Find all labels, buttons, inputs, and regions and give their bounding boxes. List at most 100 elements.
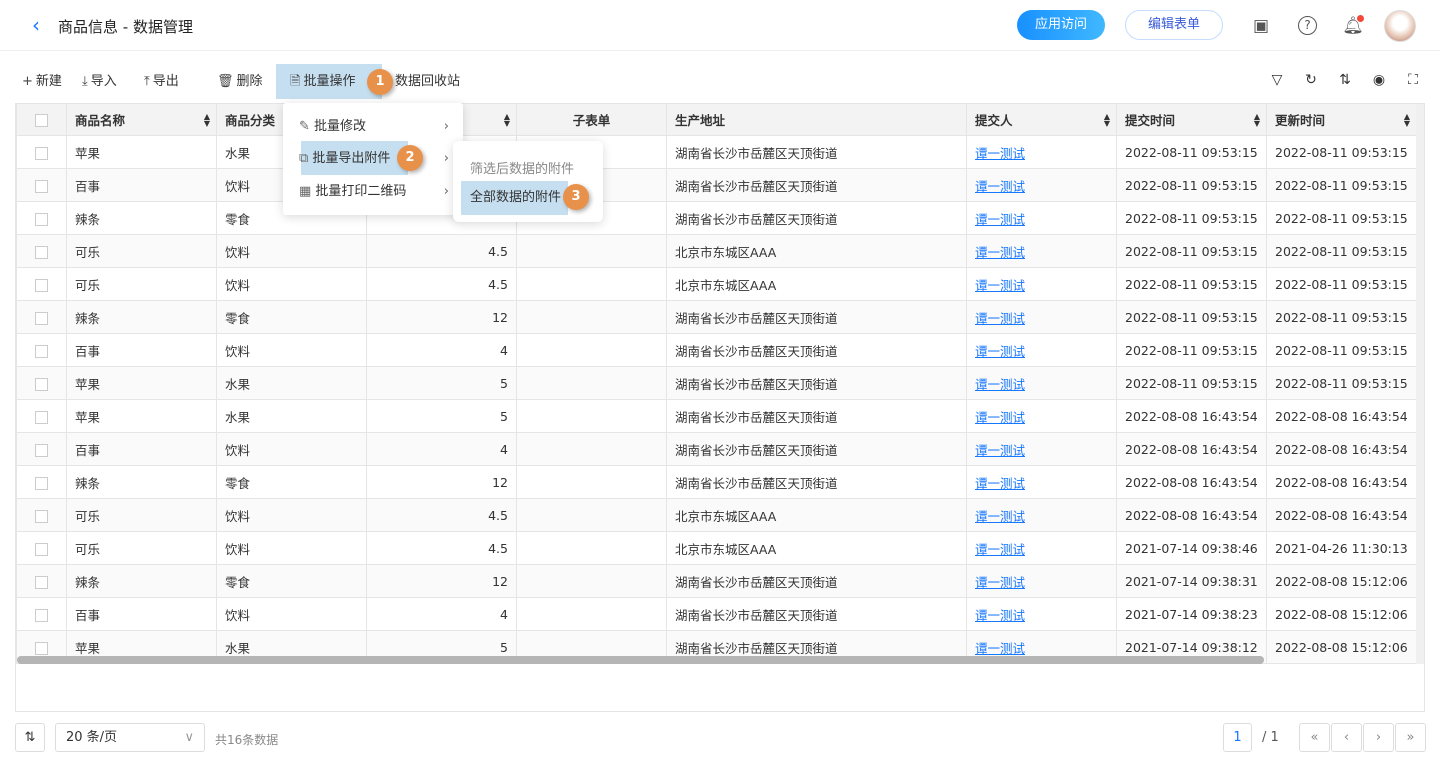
column-header[interactable]: 子表单	[516, 103, 667, 136]
menu-item-batch-print-qrcode[interactable]: ▦ 批量打印二维码 ›	[299, 175, 449, 208]
table-row[interactable]: 辣条 零食 12 湖南省长沙市岳麓区天顶街道 谭一测试 2022-08-11 09:53:…	[16, 300, 1417, 334]
sort-icon[interactable]: ▲▼	[1253, 112, 1260, 128]
table-row[interactable]: 辣条 零食 12 湖南省长沙市岳麓区天顶街道 谭一测试 2021-07-14 09:38:…	[16, 564, 1417, 598]
column-header[interactable]: 生产地址	[666, 103, 967, 136]
table-row[interactable]: 可乐 饮料 4.5 北京市东城区AAA 谭一测试 2021-07-14 09:38:46 2…	[16, 531, 1417, 565]
table-row[interactable]: 可乐 饮料 4.5 北京市东城区AAA 谭一测试 2022-08-11 09:53:15 2…	[16, 234, 1417, 268]
back-icon[interactable]: ‹	[32, 13, 40, 37]
submenu-item-all[interactable]: 全部数据的附件	[461, 181, 568, 215]
new-button[interactable]: + 新建	[22, 74, 62, 89]
export-button[interactable]: ⤒ 导出	[144, 74, 179, 89]
row-checkbox[interactable]	[35, 344, 48, 358]
table-cell[interactable]: 谭一测试	[966, 399, 1117, 433]
import-button[interactable]: ⤓ 导入	[82, 74, 117, 89]
table-cell[interactable]: 谭一测试	[966, 465, 1117, 499]
table-row[interactable]: 百事 饮料 4 湖南省长沙市岳麓区天顶街道 谭一测试 2022-08-11 09:53:1…	[16, 333, 1417, 367]
table-cell[interactable]: 谭一测试	[966, 267, 1117, 301]
sort-icon[interactable]: ▲▼	[1403, 112, 1410, 128]
table-cell[interactable]: 谭一测试	[966, 300, 1117, 334]
table-row[interactable]: 百事 饮料 4 湖南省长沙市岳麓区天顶街道 谭一测试 2021-07-14 09:38:2…	[16, 597, 1417, 631]
row-checkbox[interactable]	[35, 608, 48, 622]
refresh-icon[interactable]: ↻	[1305, 72, 1317, 88]
table-cell: 2022-08-11 09:53:15	[1116, 333, 1267, 367]
submenu-item-filtered[interactable]: 筛选后数据的附件	[470, 162, 575, 177]
sort-icon[interactable]: ▲▼	[503, 112, 510, 128]
row-checkbox[interactable]	[35, 575, 48, 589]
row-checkbox[interactable]	[35, 377, 48, 391]
last-page-button[interactable]: »	[1395, 723, 1426, 752]
qrcode-icon: ▦	[299, 184, 316, 199]
table-cell[interactable]: 谭一测试	[966, 432, 1117, 466]
table-cell[interactable]: 谭一测试	[966, 564, 1117, 598]
table-row[interactable]: 辣条 零食 12 湖南省长沙市岳麓区天顶街道 谭一测试 2022-08-08 16:43:…	[16, 465, 1417, 499]
contacts-icon[interactable]: ▣	[1252, 16, 1270, 36]
sort-icon[interactable]: ▲▼	[1103, 112, 1110, 128]
row-checkbox[interactable]	[35, 212, 48, 226]
horizontal-scrollbar[interactable]	[17, 656, 1264, 664]
row-checkbox[interactable]	[35, 179, 48, 193]
select-all-checkbox[interactable]	[16, 103, 67, 136]
table-cell[interactable]: 谭一测试	[966, 201, 1117, 235]
table-cell[interactable]: 谭一测试	[966, 333, 1117, 367]
help-icon[interactable]: ?	[1298, 16, 1317, 35]
next-page-button[interactable]: ›	[1363, 723, 1394, 752]
app-access-button[interactable]: 应用访问	[1017, 10, 1105, 40]
fullscreen-icon[interactable]: ⛶	[1408, 72, 1418, 88]
table-row[interactable]: 苹果 水果 湖南省长沙市岳麓区天顶街道 谭一测试 2022-08-11 09:53:15…	[16, 135, 1417, 169]
column-header[interactable]: 提交人 ▲ ▼	[966, 103, 1117, 136]
table-cell: 2022-08-11 09:53:15	[1266, 300, 1417, 334]
table-row[interactable]: 可乐 饮料 4.5 北京市东城区AAA 谭一测试 2022-08-11 09:53:15 2…	[16, 267, 1417, 301]
row-checkbox[interactable]	[35, 245, 48, 259]
row-checkbox[interactable]	[35, 443, 48, 457]
page-size-select[interactable]: 20 条/页 ∨	[55, 723, 205, 752]
table-row[interactable]: 百事 饮料 4 湖南省长沙市岳麓区天顶街道 谭一测试 2022-08-08 16:43:5…	[16, 432, 1417, 466]
table-cell[interactable]: 谭一测试	[966, 531, 1117, 565]
row-checkbox[interactable]	[35, 476, 48, 490]
vertical-scrollbar[interactable]	[1416, 104, 1424, 664]
filter-icon[interactable]: ▽	[1271, 72, 1283, 88]
eye-icon[interactable]: ◉	[1372, 72, 1386, 88]
recycle-bin-button[interactable]: 数据回收站	[395, 74, 461, 89]
row-checkbox[interactable]	[35, 278, 48, 292]
column-header[interactable]: 提交时间 ▲ ▼	[1116, 103, 1267, 136]
table-cell[interactable]: 谭一测试	[966, 597, 1117, 631]
page-input[interactable]: 1	[1223, 723, 1252, 752]
table-row[interactable]: 辣条 零食 湖南省长沙市岳麓区天顶街道 谭一测试 2022-08-11 09:53:15…	[16, 201, 1417, 235]
table-row[interactable]: 百事 饮料 湖南省长沙市岳麓区天顶街道 谭一测试 2022-08-11 09:53:15…	[16, 168, 1417, 202]
row-checkbox[interactable]	[35, 311, 48, 325]
avatar[interactable]	[1384, 10, 1416, 42]
table-cell[interactable]: 谭一测试	[966, 234, 1117, 268]
table-cell: 2022-08-11 09:53:15	[1266, 135, 1417, 169]
table-cell: 苹果	[66, 399, 217, 433]
table-row[interactable]: 可乐 饮料 4.5 北京市东城区AAA 谭一测试 2022-08-08 16:43:54 2…	[16, 498, 1417, 532]
sort-icon[interactable]: ⇅	[1339, 72, 1351, 88]
table-row[interactable]: 苹果 水果 5 湖南省长沙市岳麓区天顶街道 谭一测试 2022-08-08 16:43:5…	[16, 399, 1417, 433]
page-title: 商品信息 - 数据管理	[58, 18, 193, 36]
first-page-button[interactable]: «	[1299, 723, 1330, 752]
menu-item-batch-edit[interactable]: ✎ 批量修改 ›	[299, 110, 449, 143]
table-cell: 零食	[216, 564, 367, 598]
table-cell[interactable]: 谭一测试	[966, 498, 1117, 532]
row-checkbox[interactable]	[35, 146, 48, 160]
column-header[interactable]: 商品名称 ▲ ▼	[66, 103, 217, 136]
table-cell: 2022-08-11 09:53:15	[1266, 234, 1417, 268]
table-cell[interactable]: 谭一测试	[966, 168, 1117, 202]
row-checkbox[interactable]	[35, 542, 48, 556]
table-row[interactable]: 苹果 水果 5 湖南省长沙市岳麓区天顶街道 谭一测试 2022-08-11 09:53:1…	[16, 366, 1417, 400]
batch-operation-button[interactable]: 🗎︎ 批量操作	[290, 74, 356, 89]
table-cell[interactable]: 谭一测试	[966, 135, 1117, 169]
delete-button[interactable]: 🗑︎ 删除	[217, 74, 263, 89]
row-checkbox[interactable]	[35, 509, 48, 523]
table-cell[interactable]: 谭一测试	[966, 366, 1117, 400]
column-header[interactable]: 更新时间 ▲ ▼	[1266, 103, 1417, 136]
table-cell: 湖南省长沙市岳麓区天顶街道	[666, 432, 967, 466]
table-cell	[516, 399, 667, 433]
edit-form-button[interactable]: 编辑表单	[1125, 10, 1223, 40]
row-checkbox[interactable]	[35, 641, 48, 655]
menu-item-batch-export-attachments[interactable]: ⧉ 批量导出附件 ›	[299, 142, 449, 175]
density-button[interactable]: ⇅	[15, 723, 45, 752]
row-checkbox[interactable]	[35, 410, 48, 424]
sort-icon[interactable]: ▲▼	[203, 112, 210, 128]
import-icon: ⤓	[82, 74, 88, 89]
prev-page-button[interactable]: ‹	[1331, 723, 1362, 752]
